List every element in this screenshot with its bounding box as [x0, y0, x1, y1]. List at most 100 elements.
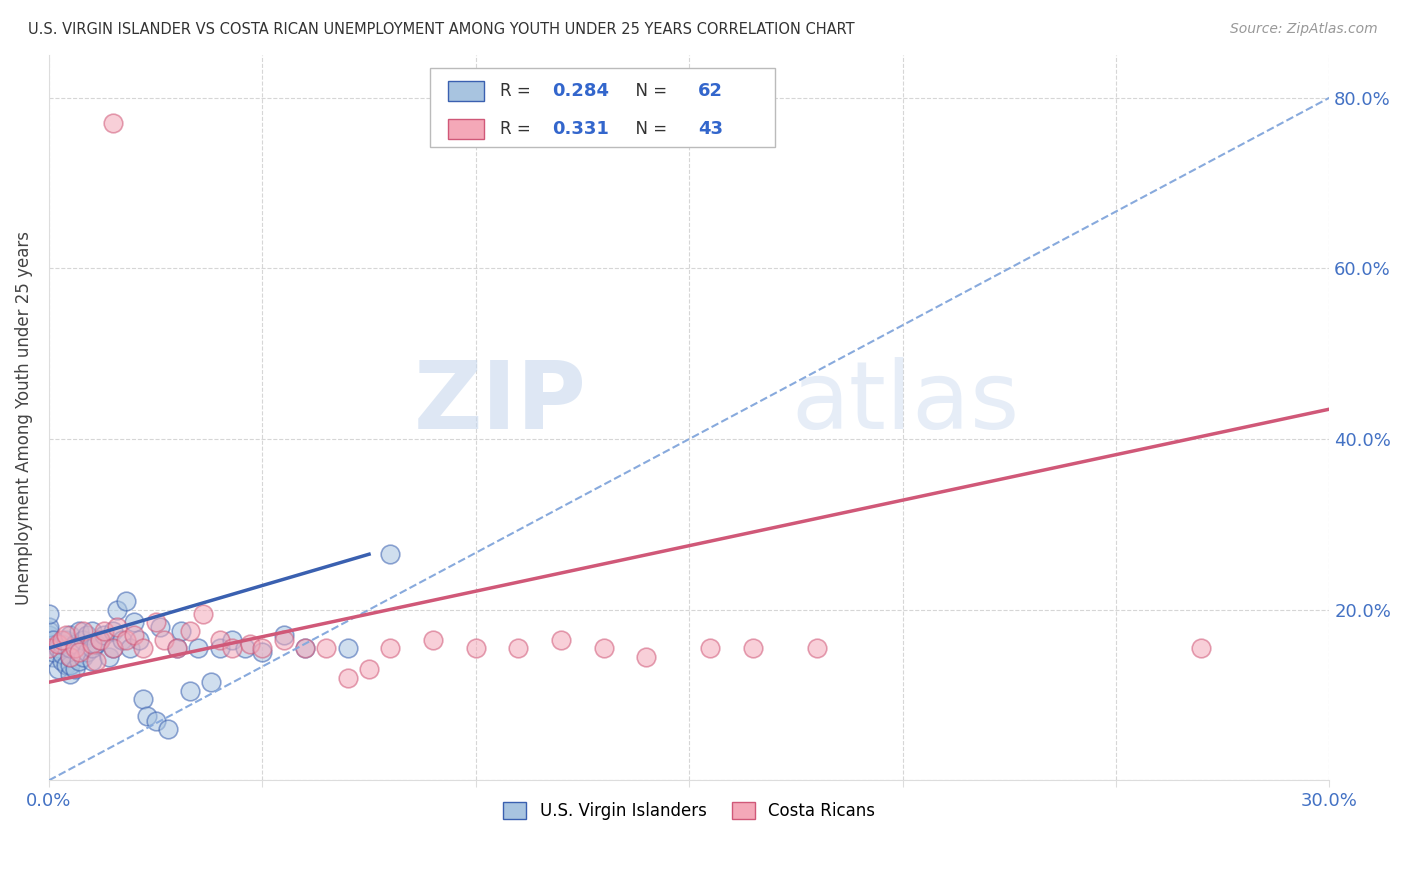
- Point: [59, 649, 82, 664]
- Point: [166, 641, 188, 656]
- Point: [742, 641, 765, 656]
- Point: [42, 632, 65, 647]
- Point: [145, 615, 167, 630]
- Point: [59, 658, 82, 673]
- Point: [80, 624, 103, 638]
- Point: [120, 641, 142, 656]
- Point: [221, 632, 243, 647]
- Point: [67, 645, 90, 659]
- Point: [110, 632, 132, 647]
- Point: [550, 632, 572, 647]
- Point: [166, 641, 188, 656]
- Point: [59, 641, 82, 656]
- Point: [89, 632, 111, 647]
- Point: [273, 632, 295, 647]
- Point: [179, 683, 201, 698]
- Point: [38, 624, 60, 638]
- Point: [105, 620, 128, 634]
- Point: [38, 641, 60, 656]
- Point: [128, 632, 150, 647]
- Point: [124, 628, 146, 642]
- Text: atlas: atlas: [792, 357, 1019, 450]
- Point: [101, 116, 124, 130]
- Text: N =: N =: [626, 82, 672, 100]
- Point: [67, 654, 90, 668]
- Point: [170, 624, 193, 638]
- Point: [38, 641, 60, 656]
- Point: [806, 641, 828, 656]
- Text: 0.331: 0.331: [553, 120, 609, 138]
- Point: [38, 637, 60, 651]
- Point: [294, 641, 316, 656]
- Point: [76, 645, 98, 659]
- Point: [59, 649, 82, 664]
- Point: [336, 671, 359, 685]
- Text: N =: N =: [626, 120, 672, 138]
- Point: [38, 628, 60, 642]
- Point: [42, 649, 65, 664]
- Point: [59, 666, 82, 681]
- Point: [380, 641, 402, 656]
- Point: [42, 645, 65, 659]
- FancyBboxPatch shape: [430, 68, 775, 147]
- Point: [208, 632, 231, 647]
- Point: [699, 641, 721, 656]
- Point: [149, 620, 172, 634]
- Point: [252, 645, 274, 659]
- Text: U.S. VIRGIN ISLANDER VS COSTA RICAN UNEMPLOYMENT AMONG YOUTH UNDER 25 YEARS CORR: U.S. VIRGIN ISLANDER VS COSTA RICAN UNEM…: [28, 22, 855, 37]
- Point: [105, 602, 128, 616]
- Text: 43: 43: [699, 120, 723, 138]
- Legend: U.S. Virgin Islanders, Costa Ricans: U.S. Virgin Islanders, Costa Ricans: [496, 795, 882, 826]
- Point: [508, 641, 530, 656]
- Point: [72, 649, 94, 664]
- Point: [63, 637, 86, 651]
- Point: [252, 641, 274, 656]
- Point: [221, 641, 243, 656]
- Y-axis label: Unemployment Among Youth under 25 years: Unemployment Among Youth under 25 years: [15, 231, 32, 605]
- Point: [80, 641, 103, 656]
- Point: [132, 692, 155, 706]
- Point: [51, 637, 73, 651]
- Point: [93, 624, 115, 638]
- Point: [336, 641, 359, 656]
- Point: [51, 632, 73, 647]
- Text: Source: ZipAtlas.com: Source: ZipAtlas.com: [1230, 22, 1378, 37]
- Point: [101, 641, 124, 656]
- Point: [72, 632, 94, 647]
- Point: [101, 641, 124, 656]
- Point: [294, 641, 316, 656]
- Point: [51, 647, 73, 661]
- Point: [93, 628, 115, 642]
- Point: [46, 641, 69, 656]
- Point: [84, 654, 107, 668]
- Point: [315, 641, 337, 656]
- Point: [200, 675, 222, 690]
- Point: [38, 620, 60, 634]
- Text: R =: R =: [499, 82, 536, 100]
- Point: [157, 722, 180, 736]
- Text: ZIP: ZIP: [413, 357, 586, 450]
- Text: 0.284: 0.284: [553, 82, 609, 100]
- Text: R =: R =: [499, 120, 536, 138]
- Point: [357, 662, 380, 676]
- Point: [273, 628, 295, 642]
- Point: [208, 641, 231, 656]
- FancyBboxPatch shape: [449, 81, 484, 101]
- Point: [636, 649, 658, 664]
- Point: [80, 637, 103, 651]
- Text: 62: 62: [699, 82, 723, 100]
- Point: [76, 628, 98, 642]
- Point: [84, 637, 107, 651]
- Point: [59, 628, 82, 642]
- Point: [153, 632, 176, 647]
- Point: [179, 624, 201, 638]
- Point: [80, 654, 103, 668]
- Point: [132, 641, 155, 656]
- Point: [46, 662, 69, 676]
- Point: [422, 632, 444, 647]
- Point: [1189, 641, 1212, 656]
- Point: [114, 632, 136, 647]
- Point: [46, 637, 69, 651]
- Point: [63, 662, 86, 676]
- Point: [55, 632, 77, 647]
